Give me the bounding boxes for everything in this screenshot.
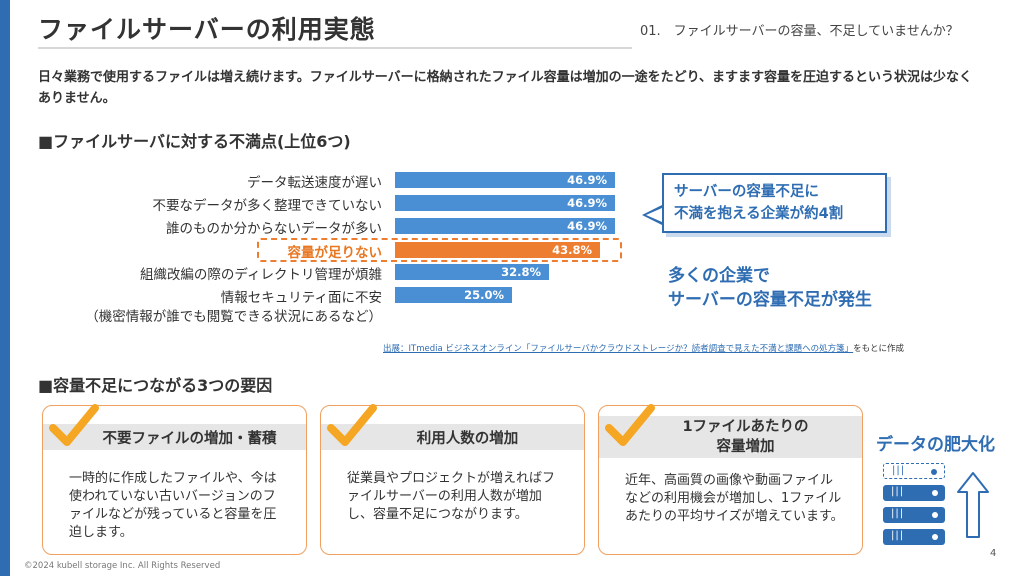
callout-line-2: 不満を抱える企業が約4割 bbox=[674, 206, 844, 222]
bar bbox=[395, 195, 615, 211]
cause-card-unneeded-files: 不要ファイルの増加・蓄積 一時的に作成したファイルや、今は使われていない古いバー… bbox=[42, 404, 307, 555]
bar-label: データ転送速度が遅い bbox=[247, 175, 382, 191]
source-suffix: をもとに作成 bbox=[853, 344, 904, 354]
server-unit-ghost: ||| bbox=[883, 463, 945, 479]
bar-label: 不要なデータが多く整理できていない bbox=[152, 198, 383, 214]
callout-box: サーバーの容量不足に 不満を抱える企業が約4割 bbox=[662, 173, 887, 233]
bar-label: 情報セキュリティ面に不安 bbox=[220, 290, 382, 306]
data-growth-label: データの肥大化 bbox=[876, 435, 995, 455]
card-body: 近年、高画質の画像や動画ファイルなどの利用機会が増加し、1ファイルあたりの平均サ… bbox=[625, 473, 844, 524]
bar-label-line-2: （機密情報が誰でも閲覧できる状況にあるなど） bbox=[85, 309, 382, 325]
title-divider bbox=[38, 47, 632, 49]
bar-value-label: 43.8% bbox=[552, 243, 592, 257]
card-title: 利用人数の増加 bbox=[321, 424, 584, 450]
bar bbox=[395, 172, 615, 188]
server-unit: ||| bbox=[883, 507, 945, 523]
card-body: 従業員やプロジェクトが増えればファイルサーバーの利用人数が増加し、容量不足につな… bbox=[347, 471, 556, 522]
bar bbox=[395, 242, 600, 258]
server-unit: ||| bbox=[883, 529, 945, 545]
left-accent-stripe bbox=[0, 0, 10, 576]
check-mark-icon bbox=[327, 404, 377, 446]
bar bbox=[395, 218, 615, 234]
card-title: 不要ファイルの増加・蓄積 bbox=[43, 424, 306, 450]
server-unit: ||| bbox=[883, 485, 945, 501]
bar-value-label: 25.0% bbox=[464, 288, 504, 302]
check-mark-icon bbox=[49, 404, 99, 446]
bar bbox=[395, 287, 512, 303]
intro-text: 日々業務で使用するファイルは増え続けます。ファイルサーバーに格納されたファイル容… bbox=[38, 70, 973, 106]
card-body: 一時的に作成したファイルや、今は使われていない古いバージョンのファイルなどが残っ… bbox=[69, 471, 277, 540]
emphasis-text: 多くの企業で サーバーの容量不足が発生 bbox=[668, 264, 872, 312]
dissatisfaction-heading: ■ファイルサーバに対する不満点(上位6つ) bbox=[38, 132, 351, 151]
bar-label: 誰のものか分からないデータが多い bbox=[166, 221, 382, 237]
page-title: ファイルサーバーの利用実態 bbox=[38, 15, 376, 44]
callout-line-1: サーバーの容量不足に bbox=[674, 184, 819, 200]
source-citation: 出展：ITmedia ビジネスオンライン「ファイルサーバかクラウドストレージか？… bbox=[383, 342, 904, 354]
copyright: ©2024 kubell storage Inc. All Rights Res… bbox=[24, 561, 221, 571]
bar-value-label: 32.8% bbox=[501, 265, 541, 279]
causes-heading: ■容量不足につながる3つの要因 bbox=[38, 376, 273, 395]
highlight-frame bbox=[257, 238, 622, 262]
emphasis-line-2: サーバーの容量不足が発生 bbox=[668, 290, 872, 310]
bar-label: 容量が足りない bbox=[287, 245, 383, 261]
section-label: 01. ファイルサーバーの容量、不足していませんか？ bbox=[640, 24, 959, 39]
callout-tail-inner bbox=[646, 208, 662, 222]
page-number: 4 bbox=[990, 548, 997, 559]
check-mark-icon bbox=[605, 404, 655, 446]
bar-value-label: 46.9% bbox=[567, 173, 607, 187]
bar-label: 組織改編の際のディレクトリ管理が煩雑 bbox=[139, 267, 382, 283]
cause-card-more-users: 利用人数の増加 従業員やプロジェクトが増えればファイルサーバーの利用人数が増加し… bbox=[320, 404, 585, 555]
bar-value-label: 46.9% bbox=[567, 219, 607, 233]
server-stack-icon: ||| ||| ||| ||| bbox=[883, 463, 945, 551]
cause-card-file-size: 1ファイルあたりの 容量増加 近年、高画質の画像や動画ファイルなどの利用機会が増… bbox=[598, 404, 863, 555]
bar-value-label: 46.9% bbox=[567, 196, 607, 210]
source-link[interactable]: 出展：ITmedia ビジネスオンライン「ファイルサーバかクラウドストレージか？… bbox=[383, 344, 854, 354]
bar bbox=[395, 264, 549, 280]
up-arrow-icon bbox=[957, 472, 989, 538]
emphasis-line-1: 多くの企業で bbox=[668, 266, 770, 286]
